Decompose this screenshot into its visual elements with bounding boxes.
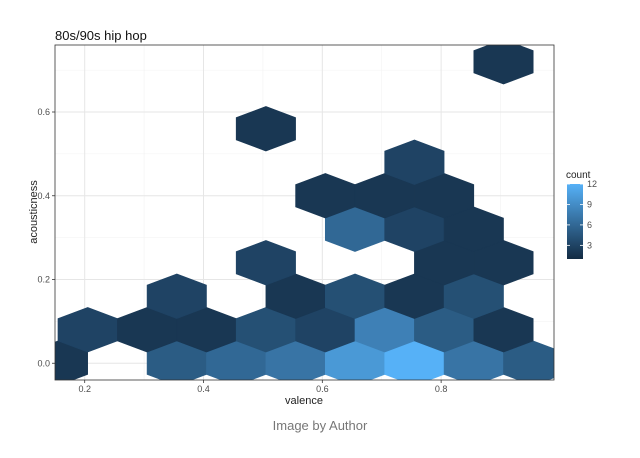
hexbin — [384, 139, 445, 185]
x-tick-label: 0.4 — [197, 384, 210, 394]
hexbin — [146, 273, 207, 319]
hexbin — [235, 240, 296, 286]
legend-tick-label: 12 — [587, 179, 597, 189]
color-legend: count 3 6 9 12 — [566, 170, 597, 259]
legend-tick-label: 6 — [587, 220, 592, 230]
hexagon-bins — [55, 45, 554, 380]
x-axis-label: valence — [285, 395, 323, 407]
x-tick-label: 0.6 — [316, 384, 329, 394]
image-caption: Image by Author — [272, 418, 368, 433]
y-tick-label: 0.4 — [37, 191, 50, 201]
y-axis: 0.0 0.2 0.4 0.6 — [37, 107, 55, 368]
x-tick-label: 0.2 — [78, 384, 91, 394]
legend-colorbar — [567, 184, 583, 259]
plot-border — [54, 44, 555, 381]
legend-title: count — [566, 170, 591, 181]
x-tick-label: 0.8 — [435, 384, 448, 394]
y-tick-label: 0.2 — [37, 275, 50, 285]
chart-title: 80s/90s hip hop — [55, 28, 147, 43]
hexbin — [473, 45, 534, 85]
y-axis-label: acousticness — [28, 180, 40, 244]
y-tick-label: 0.0 — [37, 358, 50, 368]
hexbin — [235, 106, 296, 152]
legend-ticks: 3 6 9 12 — [567, 179, 597, 250]
legend-tick-label: 9 — [587, 199, 592, 209]
y-tick-label: 0.6 — [37, 107, 50, 117]
legend-tick-label: 3 — [587, 240, 592, 250]
x-axis: 0.2 0.4 0.6 0.8 — [78, 380, 447, 394]
